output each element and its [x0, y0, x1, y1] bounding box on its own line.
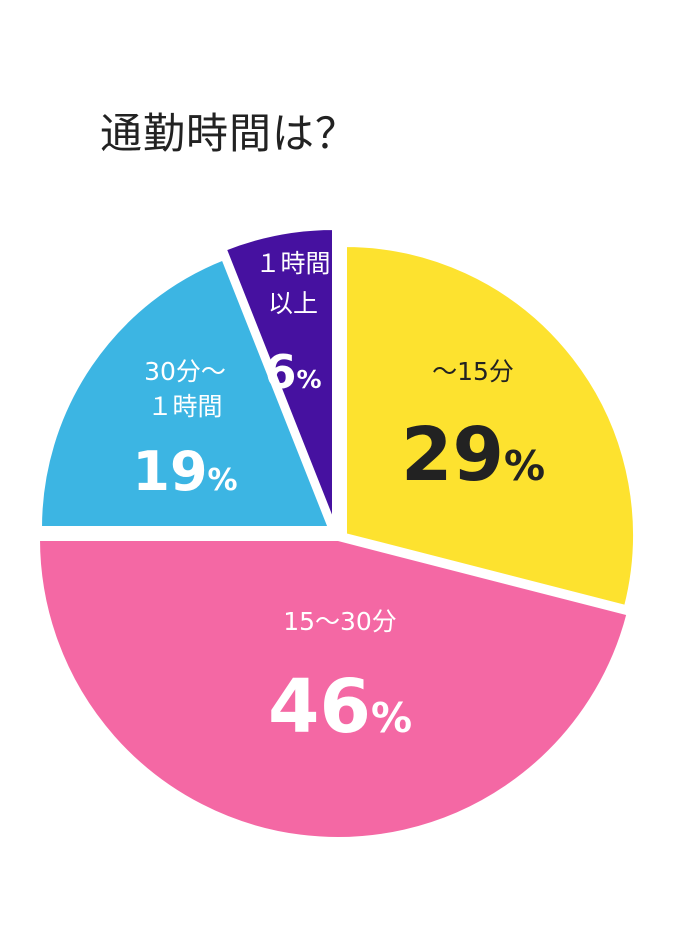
slice-label: 〜15分 [432, 357, 514, 386]
slice-label: 15〜30分 [283, 607, 397, 636]
slice-label: 以上 [268, 289, 318, 318]
slice-label: １時間 [147, 392, 222, 421]
slice-label: 30分〜 [144, 357, 226, 386]
slice-label: １時間 [255, 249, 330, 278]
